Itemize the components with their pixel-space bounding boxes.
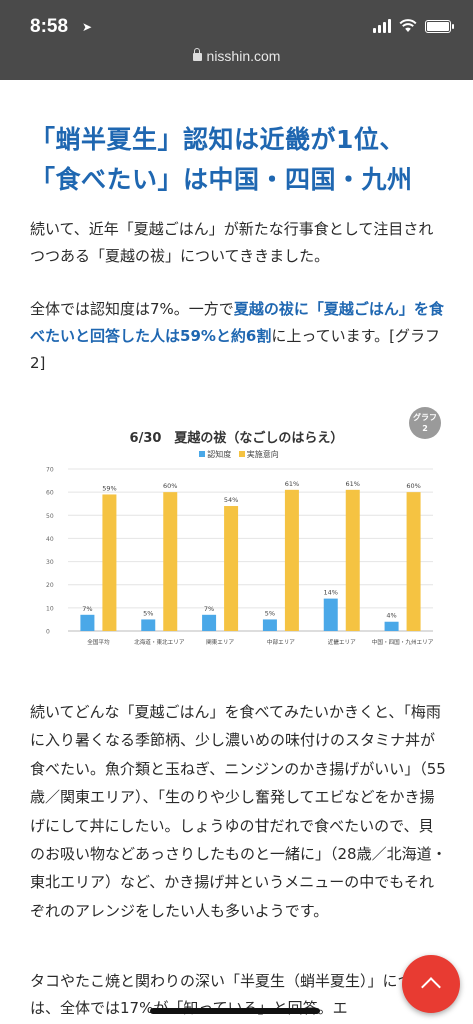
category-label: 中国・四国・九州エリア xyxy=(372,638,434,646)
bar-intent xyxy=(345,489,360,631)
battery-level xyxy=(427,21,449,31)
lock-icon xyxy=(192,48,202,61)
cellular-signal-icon xyxy=(373,19,391,33)
legend-label-awareness: 認知度 xyxy=(207,450,232,459)
y-tick-label: 10 xyxy=(46,605,54,612)
wifi-icon xyxy=(399,19,417,32)
bar-intent xyxy=(102,494,117,631)
paragraph-2-highlight: 夏越の祓に「夏越ごはん」を食べたいと回答した人は59%と約6割 xyxy=(30,300,444,345)
data-label: 5% xyxy=(143,609,153,617)
data-label: 61% xyxy=(346,480,360,488)
y-tick-label: 0 xyxy=(46,629,50,636)
legend-swatch-awareness xyxy=(199,451,206,457)
data-label: 54% xyxy=(224,496,238,504)
bar-awareness xyxy=(141,619,156,631)
url-text: nisshin.com xyxy=(206,48,281,64)
paragraph-3: 続いてどんな「夏越ごはん」を食べてみたいかきくと、「梅雨に入り暑くなる季節柄、少… xyxy=(30,703,447,920)
category-label: 近畿エリア xyxy=(328,638,356,646)
chevron-up-icon xyxy=(421,977,441,997)
graph-badge-label: グラフ xyxy=(413,413,437,422)
paragraph-2-before: 全体では認知度は7%。一方で xyxy=(30,300,234,318)
paragraph-2: 全体では認知度は7%。一方で夏越の祓に「夏越ごはん」を食べたいと回答した人は59… xyxy=(30,296,448,377)
category-label: 中部エリア xyxy=(267,638,295,646)
paragraph-1: 続いて、近年「夏越ごはん」が新たな行事食として注目されつつある「夏越の祓」につい… xyxy=(30,220,434,265)
y-tick-label: 40 xyxy=(46,536,54,543)
graph-2-chart: グラフ 2 6/30 夏越の祓（なごしのはらえ） 認知度 実施意向 0 10 20 3… xyxy=(30,405,443,667)
data-label: 60% xyxy=(163,482,177,490)
y-tick-label: 60 xyxy=(46,490,54,497)
status-icons xyxy=(373,19,454,33)
scroll-to-top-button[interactable] xyxy=(402,955,460,1013)
status-time: 8:58 xyxy=(30,16,69,37)
data-label: 60% xyxy=(406,482,420,490)
chart-title: 6/30 夏越の祓（なごしのはらえ） xyxy=(129,431,344,446)
bar-awareness xyxy=(384,621,399,631)
y-tick-label: 20 xyxy=(46,582,54,589)
data-label: 7% xyxy=(82,605,92,613)
data-label: 5% xyxy=(265,609,275,617)
bar-intent xyxy=(406,492,421,631)
url-bar[interactable]: nisshin.com xyxy=(0,48,473,64)
y-tick-label: 50 xyxy=(46,513,54,520)
y-tick-label: 30 xyxy=(46,559,54,566)
bar-awareness xyxy=(323,598,338,631)
bar-awareness xyxy=(202,614,217,631)
chart-plot-area: 0 10 20 30 40 50 60 70 7% 59% 全国平均 5% 60% 北海道・東北エリア 7%… xyxy=(46,467,434,647)
category-label: 全国平均 xyxy=(87,638,110,646)
legend-swatch-intent xyxy=(238,451,245,457)
chart-legend: 認知度 実施意向 xyxy=(30,449,443,460)
location-arrow-icon: ➤ xyxy=(82,20,93,34)
data-label: 14% xyxy=(324,589,338,597)
paragraph-2-after: に上っています。[グラフ2] xyxy=(30,327,440,372)
bar-awareness xyxy=(262,619,277,631)
data-label: 4% xyxy=(386,612,396,620)
browser-top-bar: 8:58 ➤ nisshin.com xyxy=(0,0,473,80)
graph-badge-number: 2 xyxy=(422,424,428,433)
bar-intent xyxy=(224,506,239,631)
data-label: 59% xyxy=(102,484,116,492)
bar-awareness xyxy=(80,614,95,631)
heading-line-1: 「蛸半夏生」認知は近畿が1位、 xyxy=(30,125,405,154)
category-label: 北海道・東北エリア xyxy=(134,638,185,646)
battery-icon xyxy=(425,19,454,33)
data-label: 7% xyxy=(204,605,214,613)
home-indicator xyxy=(150,1008,320,1014)
heading-line-2: 「食べたい」は中国・四国・九州 xyxy=(30,165,413,194)
article-heading: 「蛸半夏生」認知は近畿が1位、 「食べたい」は中国・四国・九州 xyxy=(30,120,450,200)
legend-label-intent: 実施意向 xyxy=(246,450,279,459)
category-label: 関東エリア xyxy=(206,638,234,646)
data-label: 61% xyxy=(285,480,299,488)
bar-intent xyxy=(284,489,299,631)
y-tick-label: 70 xyxy=(46,467,54,474)
bar-intent xyxy=(163,492,178,631)
graph-number-badge: グラフ 2 xyxy=(409,407,441,439)
